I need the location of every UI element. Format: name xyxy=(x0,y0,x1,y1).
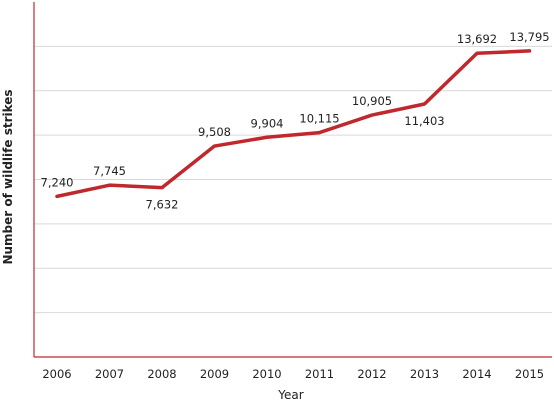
data-point xyxy=(108,183,111,187)
data-labels: 7,240 7,745 7,632 9,508 9,904 10,115 10,905 11,… xyxy=(41,30,550,212)
x-tick-label: 2013 xyxy=(410,367,439,381)
data-point xyxy=(423,102,426,106)
data-label: 7,745 xyxy=(93,164,126,178)
x-axis-label: Year xyxy=(277,388,303,402)
x-tick-label: 2010 xyxy=(252,367,281,381)
data-point xyxy=(475,51,479,55)
data-point xyxy=(528,49,531,53)
x-tick-label: 2011 xyxy=(305,367,334,381)
data-label: 7,240 xyxy=(41,175,74,189)
data-label: 13,795 xyxy=(509,30,549,44)
data-label: 10,115 xyxy=(299,112,339,126)
x-tick-label: 2015 xyxy=(515,367,544,381)
data-point xyxy=(318,131,321,135)
x-tick-label: 2007 xyxy=(95,367,124,381)
data-label: 9,904 xyxy=(251,116,284,130)
data-label: 7,632 xyxy=(146,198,179,212)
series-line-group xyxy=(55,49,532,199)
data-point xyxy=(370,113,374,117)
data-label: 13,692 xyxy=(457,32,497,46)
x-tick-label: 2006 xyxy=(42,367,71,381)
y-axis-label: Number of wildlife strikes xyxy=(1,89,15,264)
axes xyxy=(33,2,552,358)
data-label: 10,905 xyxy=(352,94,392,108)
data-label: 11,403 xyxy=(404,114,444,128)
gridlines xyxy=(34,45,552,314)
x-tick-label: 2014 xyxy=(462,367,491,381)
data-point xyxy=(213,144,216,148)
series-line xyxy=(55,49,532,199)
x-tick-labels: 2006 2007 2008 2009 2010 2011 2012 2013 2014 2015 xyxy=(42,367,544,381)
data-point xyxy=(55,194,59,198)
x-tick-label: 2012 xyxy=(357,367,386,381)
data-point xyxy=(160,186,164,190)
data-point xyxy=(265,135,269,139)
data-label: 9,508 xyxy=(198,125,231,139)
x-tick-label: 2008 xyxy=(147,367,176,381)
x-tick-label: 2009 xyxy=(200,367,229,381)
